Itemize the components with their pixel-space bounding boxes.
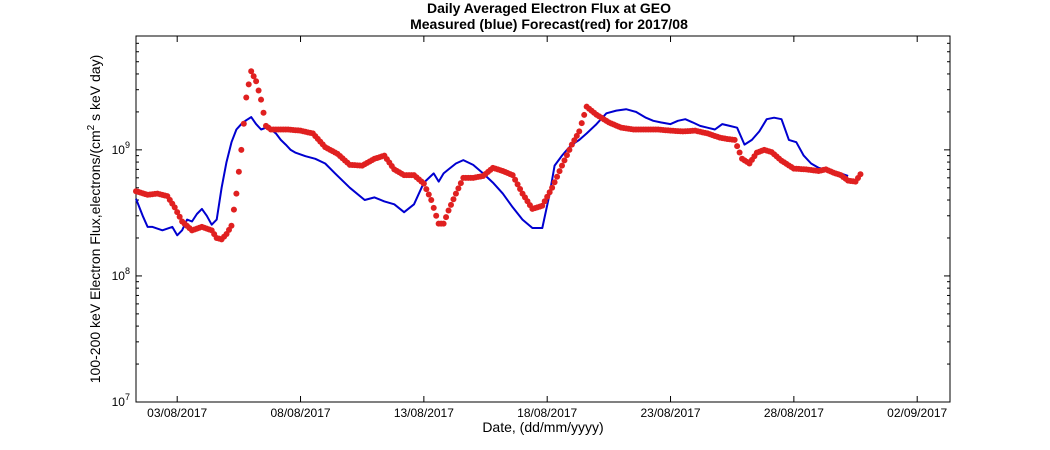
forecast-point <box>517 185 524 192</box>
forecast-point <box>514 181 521 188</box>
chart-title-line-2: Measured (blue) Forecast(red) for 2017/0… <box>410 16 688 32</box>
forecast-point <box>230 206 237 213</box>
forecast-point <box>857 171 864 178</box>
forecast-point <box>571 137 578 144</box>
x-axis: 03/08/2017 08/08/2017 13/08/2017 18/08/2017… <box>147 36 948 420</box>
forecast-point <box>452 190 459 197</box>
plot-frame <box>135 35 951 403</box>
forecast-point <box>245 81 252 88</box>
y-tick-label: 107 <box>112 392 130 409</box>
forecast-point <box>243 94 250 101</box>
chart-title-line-1: Daily Averaged Electron Flux at GEO <box>427 0 671 16</box>
x-tick-label: 28/08/2017 <box>764 406 824 420</box>
forecast-point <box>238 146 245 153</box>
forecast-point <box>443 214 450 221</box>
forecast-point <box>568 141 575 148</box>
forecast-point <box>255 87 262 94</box>
forecast-point <box>248 68 255 75</box>
forecast-point <box>563 152 570 159</box>
forecast-point <box>573 132 580 139</box>
forecast-point <box>512 176 519 183</box>
forecast-point <box>561 157 568 164</box>
forecast-point <box>260 109 267 116</box>
forecast-point <box>433 212 440 219</box>
forecast-point <box>428 197 435 204</box>
forecast-point <box>450 196 457 203</box>
forecast-point <box>250 73 257 80</box>
x-tick-label: 03/08/2017 <box>147 406 207 420</box>
forecast-point <box>581 111 588 118</box>
forecast-point <box>509 172 516 179</box>
x-tick-label: 13/08/2017 <box>394 406 454 420</box>
x-tick-label: 02/09/2017 <box>887 406 947 420</box>
forecast-point <box>423 186 430 193</box>
forecast-point <box>544 193 551 200</box>
forecast-point <box>551 179 558 186</box>
forecast-point <box>235 168 242 175</box>
forecast-point <box>731 136 738 143</box>
forecast-point <box>420 180 427 187</box>
forecast-point <box>566 146 573 153</box>
forecast-point <box>539 202 546 209</box>
forecast-point <box>440 220 447 227</box>
forecast-point <box>576 128 583 135</box>
forecast-point <box>734 143 741 150</box>
forecast-point <box>455 185 462 192</box>
x-tick-label: 23/08/2017 <box>640 406 700 420</box>
forecast-point <box>457 180 464 187</box>
x-tick-label: 18/08/2017 <box>517 406 577 420</box>
y-axis-label: 100-200 keV Electron Flux,electrons/(cm2… <box>86 55 103 383</box>
series-layer <box>133 68 864 243</box>
forecast-point <box>578 120 585 127</box>
forecast-point <box>549 184 556 191</box>
forecast-point <box>233 190 240 197</box>
forecast-point <box>240 120 247 127</box>
forecast-point <box>445 207 452 214</box>
forecast-point <box>556 168 563 175</box>
series-forecast-markers <box>133 68 864 243</box>
y-tick-label: 108 <box>112 266 130 283</box>
forecast-point <box>176 213 183 220</box>
forecast-point <box>554 173 561 180</box>
forecast-point <box>258 96 265 103</box>
forecast-point <box>253 78 260 85</box>
forecast-point <box>546 189 553 196</box>
forecast-point <box>425 191 432 198</box>
y-tick-label: 109 <box>112 140 130 157</box>
y-axis: 107 108 109 <box>112 35 950 409</box>
forecast-point <box>558 162 565 169</box>
forecast-point <box>541 198 548 205</box>
forecast-point <box>447 201 454 208</box>
forecast-point <box>430 204 437 211</box>
forecast-point <box>736 149 743 156</box>
forecast-point <box>174 209 181 216</box>
x-axis-label: Date, (dd/mm/yyyy) <box>482 419 603 435</box>
x-tick-label: 08/08/2017 <box>270 406 330 420</box>
series-measured-line <box>135 108 849 237</box>
forecast-point <box>171 204 178 211</box>
forecast-point <box>228 222 235 229</box>
